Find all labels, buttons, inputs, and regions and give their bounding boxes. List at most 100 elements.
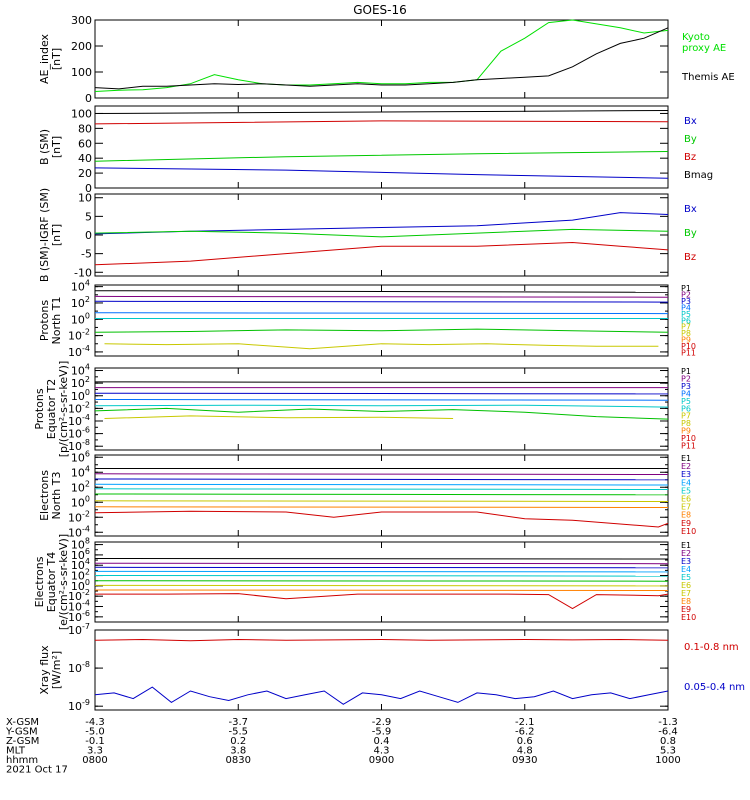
legend-item-line: proxy AE (682, 43, 726, 54)
y-axis-label-line: North T1 (50, 297, 63, 345)
y-tick-label-exp: 6 (85, 547, 90, 556)
series-line (94, 562, 669, 565)
y-axis-label: AE_index[nT] (38, 33, 63, 84)
y-tick-label: 104 (71, 464, 90, 479)
legend-item: E7 (681, 503, 691, 512)
y-tick-label-exp: -8 (82, 660, 90, 669)
y-axis-label-line: AE_index (38, 33, 51, 84)
y-tick-label: -5 (81, 248, 92, 261)
y-tick-label-exp: 2 (85, 375, 90, 384)
legend-item: 0.05-0.4 nm (684, 682, 745, 693)
legend-item: E8 (681, 597, 691, 606)
y-axis-label-line: Xray flux (38, 645, 51, 695)
legend-item: E2 (681, 549, 691, 558)
y-tick-label: -10 (74, 266, 92, 279)
panel-frame (94, 193, 669, 277)
orbit-value: 0.4 (374, 736, 390, 747)
series-line (94, 500, 669, 502)
y-tick-label: 100 (71, 494, 90, 509)
y-tick-label-exp: 6 (85, 449, 90, 458)
panel-frame (94, 454, 669, 537)
orbit-value: -4.3 (85, 717, 105, 728)
y-tick-label-exp: 2 (85, 295, 90, 304)
y-tick-label-exp: 4 (85, 464, 90, 473)
legend-item: Bx (684, 204, 697, 215)
legend-item: P2 (681, 290, 691, 299)
legend-item: P8 (681, 419, 691, 428)
legend-item: E5 (681, 486, 691, 495)
panel-frame (94, 19, 669, 99)
series-line (94, 686, 669, 705)
y-tick-label: 10-2 (68, 509, 90, 524)
legend-item: P6 (681, 316, 691, 325)
series-line (94, 290, 669, 293)
legend-item-line: Bz (684, 252, 696, 263)
y-axis-label-line: [nT] (50, 136, 63, 158)
series-line (94, 19, 669, 92)
legend-item-line: By (684, 134, 697, 145)
orbit-value: 3.3 (87, 746, 103, 757)
y-axis-label-line: Equator T2 (45, 379, 58, 439)
y-axis-label: B (SM)[nT] (38, 129, 63, 165)
orbit-row-label: 2021 Oct 17 (6, 765, 68, 776)
y-tick-label-exp: 2 (85, 479, 90, 488)
y-tick-label-exp: -8 (82, 438, 90, 447)
orbit-value: 0930 (512, 755, 537, 766)
series-line (94, 506, 669, 508)
y-tick-label-exp: 0 (85, 578, 90, 587)
y-axis-label-line: [W/m²] (50, 651, 63, 689)
orbit-value: 5.3 (660, 746, 676, 757)
y-tick-label-exp: -6 (82, 609, 90, 618)
y-axis-label: ElectronsNorth T3 (38, 470, 63, 521)
legend-item: P11 (681, 349, 696, 358)
legend-item: P5 (681, 310, 691, 319)
series-line (94, 473, 669, 475)
legend-item-line: Bmag (684, 170, 713, 181)
y-tick-label: 0 (85, 229, 92, 242)
legend-item: By (684, 228, 697, 239)
y-tick-label: 102 (71, 479, 90, 494)
legend-item: P11 (681, 442, 696, 451)
series-line (104, 415, 454, 419)
legend-item: E2 (681, 462, 691, 471)
series-line (94, 404, 669, 408)
y-tick-label: 200 (71, 40, 92, 53)
y-tick-label-exp: -7 (82, 622, 90, 631)
y-axis-label: ElectronsEquator T4[e/(cm²-s-sr-keV)] (33, 534, 70, 630)
y-tick-label-exp: -4 (82, 413, 90, 422)
legend-item: Bmag (684, 170, 713, 181)
legend-item: E9 (681, 605, 691, 614)
y-tick-label: 10-9 (68, 698, 90, 713)
panel-frame (94, 105, 669, 189)
y-tick-label-exp: -4 (82, 599, 90, 608)
legend-item: E7 (681, 589, 691, 598)
legend-item: P1 (681, 284, 691, 293)
series-line (94, 151, 669, 162)
series-line (94, 493, 669, 496)
y-tick-label-exp: 4 (85, 279, 90, 288)
y-tick-label: 100 (71, 107, 92, 120)
panel-7: 10-610-410-2100102104106108ElectronsEqua… (33, 534, 696, 630)
y-tick-label: 0 (85, 92, 92, 105)
legend-item-line: 0.05-0.4 nm (684, 682, 745, 693)
series-line (94, 407, 669, 420)
legend-item: P5 (681, 397, 691, 406)
y-tick-label: 60 (78, 137, 92, 150)
y-tick-label: 5 (85, 210, 92, 223)
legend-item: P1 (681, 367, 691, 376)
series-line (94, 566, 669, 569)
orbit-value: -5.9 (372, 727, 392, 738)
legend-item: E6 (681, 495, 691, 504)
legend-item: P2 (681, 374, 691, 383)
series-line (94, 120, 669, 125)
legend-item-line: Kyoto (682, 32, 710, 43)
series-line (94, 241, 669, 266)
y-tick-label-exp: 2 (85, 568, 90, 577)
y-tick-label-exp: 4 (85, 557, 90, 566)
series-line (94, 488, 669, 490)
legend-item-line: By (684, 228, 697, 239)
